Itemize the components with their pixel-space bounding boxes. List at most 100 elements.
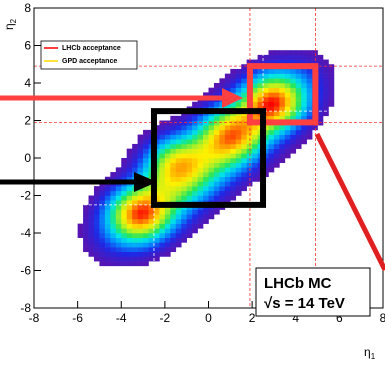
- heatmap-cell: [203, 153, 209, 159]
- heatmap-cell: [126, 247, 133, 253]
- heatmap-cell: [273, 73, 280, 79]
- heatmap-cell: [170, 176, 177, 182]
- heatmap-cell: [252, 172, 258, 178]
- heatmap-cell: [126, 242, 133, 248]
- heatmap-cell: [99, 233, 106, 238]
- heatmap-cell: [99, 195, 106, 201]
- heatmap-cell: [241, 120, 247, 126]
- heatmap-cell: [224, 162, 231, 168]
- heatmap-cell: [224, 172, 231, 178]
- heatmap-cell: [175, 148, 182, 154]
- heatmap-cell: [192, 125, 198, 131]
- heatmap-cell: [203, 148, 209, 154]
- heatmap-cell: [290, 87, 297, 93]
- heatmap-cell: [203, 209, 209, 215]
- heatmap-cell: [246, 139, 253, 145]
- heatmap-cell: [126, 256, 133, 262]
- heatmap-cell: [126, 223, 133, 229]
- heatmap-cell: [132, 195, 138, 201]
- heatmap-cell: [279, 139, 286, 145]
- heatmap-cell: [208, 158, 215, 163]
- heatmap-cell: [224, 167, 231, 173]
- heatmap-cell: [208, 125, 215, 131]
- heatmap-cell: [208, 101, 215, 107]
- heatmap-cell: [99, 228, 106, 234]
- heatmap-cell: [192, 148, 198, 154]
- heatmap-cell: [235, 176, 242, 182]
- heatmap-cell: [252, 134, 258, 140]
- heatmap-cell: [126, 200, 133, 206]
- heatmap-cell: [143, 162, 149, 168]
- heatmap-cell: [115, 218, 122, 224]
- heatmap-cell: [241, 125, 247, 131]
- heatmap-cell: [110, 195, 117, 201]
- heatmap-cell: [208, 134, 215, 140]
- heatmap-cell: [224, 87, 231, 93]
- heatmap-cell: [252, 73, 258, 79]
- heatmap-cell: [137, 218, 144, 224]
- heatmap-cell: [284, 129, 291, 135]
- heatmap-cell: [295, 134, 302, 140]
- heatmap-cell: [268, 167, 275, 173]
- heatmap-cell: [126, 251, 133, 257]
- heatmap-cell: [170, 247, 177, 253]
- heatmap-cell: [115, 261, 122, 267]
- heatmap-cell: [83, 228, 89, 234]
- heatmap-cell: [143, 153, 149, 159]
- heatmap-cell: [203, 158, 209, 163]
- heatmap-cell: [203, 139, 209, 145]
- heatmap-cell: [235, 139, 242, 145]
- heatmap-cell: [93, 233, 100, 238]
- heatmap-cell: [99, 223, 106, 229]
- heatmap-cell: [93, 256, 100, 262]
- heatmap-cell: [219, 181, 226, 187]
- heatmap-cell: [235, 73, 242, 79]
- heatmap-cell: [104, 223, 111, 229]
- heatmap-cell: [115, 228, 122, 234]
- heatmap-cell: [203, 125, 209, 131]
- heatmap-cell: [279, 129, 286, 135]
- heatmap-cell: [170, 218, 177, 224]
- heatmap-cell: [224, 134, 231, 140]
- heatmap-cell: [148, 223, 155, 229]
- heatmap-cell: [83, 218, 89, 224]
- heatmap-cell: [137, 228, 144, 234]
- heatmap-cell: [143, 148, 149, 154]
- lhcb-highlight-box: [246, 63, 319, 126]
- heatmap-cell: [83, 204, 89, 210]
- heatmap-cell: [301, 87, 307, 93]
- heatmap-cell: [328, 101, 335, 107]
- heatmap-cell: [143, 195, 149, 201]
- heatmap-cell: [213, 158, 220, 163]
- y-tick-label: 8: [24, 1, 31, 15]
- heatmap-cell: [175, 176, 182, 182]
- heatmap-cell: [175, 214, 182, 220]
- heatmap-cell: [197, 115, 204, 121]
- heatmap-cell: [104, 218, 111, 224]
- heatmap-cell: [257, 73, 264, 79]
- heatmap-cell: [219, 195, 226, 201]
- y-tick-label: 4: [24, 76, 31, 90]
- heatmap-cell: [143, 242, 149, 248]
- heatmap-cell: [181, 186, 187, 192]
- heatmap-cell: [301, 73, 307, 79]
- heatmap-cell: [284, 101, 291, 107]
- heatmap-cell: [213, 167, 220, 173]
- highlight-boxes: [150, 63, 319, 208]
- heatmap-cell: [252, 158, 258, 163]
- heatmap-cell: [273, 101, 280, 107]
- heatmap-cell: [192, 143, 198, 149]
- info-box: LHCb MC √s = 14 TeV: [255, 267, 371, 317]
- heatmap-cell: [328, 87, 335, 93]
- heatmap-cell: [241, 92, 247, 98]
- heatmap-cell: [306, 50, 313, 56]
- heatmap-cell: [164, 139, 171, 145]
- heatmap-cell: [143, 167, 149, 173]
- heatmap-cell: [110, 190, 117, 196]
- heatmap-cell: [268, 153, 275, 159]
- heatmap-cell: [263, 83, 269, 88]
- heatmap-cell: [186, 134, 193, 140]
- heatmap-cell: [192, 153, 198, 159]
- heatmap-cell: [252, 125, 258, 131]
- heatmap-cell: [273, 125, 280, 131]
